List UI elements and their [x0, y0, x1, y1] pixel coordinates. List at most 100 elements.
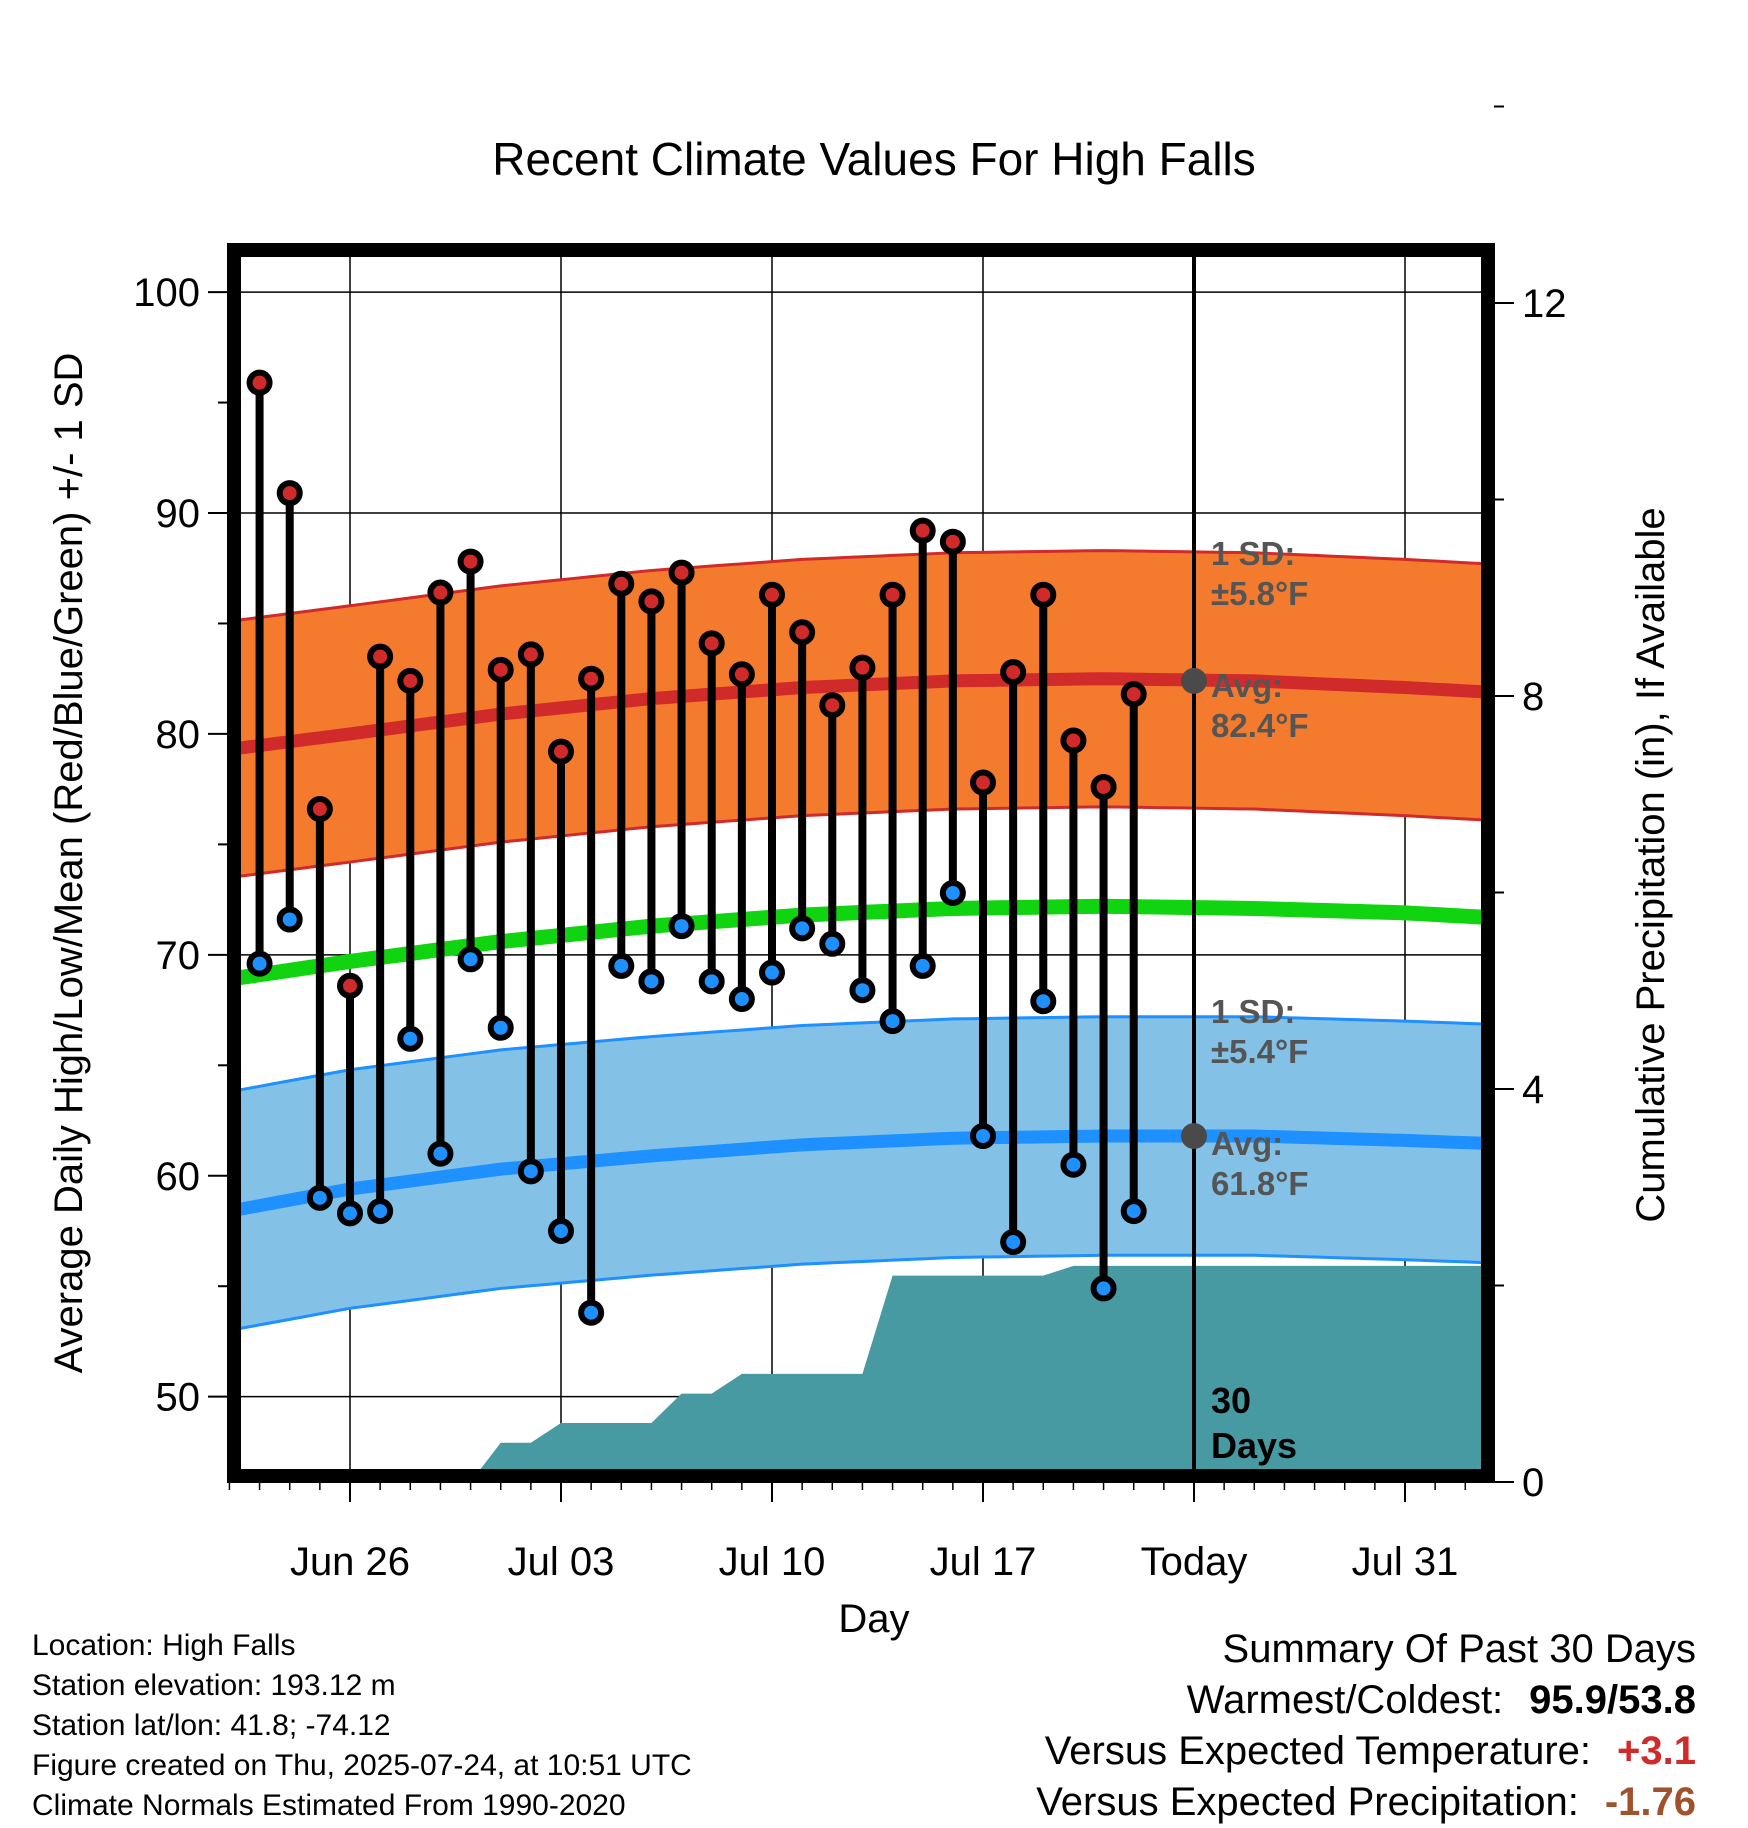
daily-high-point: [276, 480, 303, 507]
daily-high-point: [1120, 681, 1147, 708]
daily-high-point: [668, 559, 695, 586]
normals-text: Climate Normals Estimated From 1990-2020: [32, 1789, 626, 1822]
daily-low-point: [939, 879, 966, 906]
daily-low-point: [246, 950, 273, 977]
created-text: Figure created on Thu, 2025-07-24, at 10…: [32, 1749, 692, 1782]
high-sd-label-line: ±5.8°F: [1211, 575, 1308, 612]
ytick-left-label: 90: [156, 492, 201, 536]
high-avg-label-line: 82.4°F: [1211, 707, 1309, 744]
daily-low-point: [276, 906, 303, 933]
xtick-label: Today: [1141, 1540, 1248, 1584]
daily-low-point: [849, 977, 876, 1004]
xtick-label: Jun 26: [290, 1540, 410, 1584]
y-axis-label-left: Average Daily High/Low/Mean (Red/Blue/Gr…: [47, 353, 91, 1374]
xtick-label: Jul 03: [508, 1540, 615, 1584]
daily-high-point: [548, 738, 574, 765]
y-axis-label-right: Cumulative Precipitation (in), If Availa…: [1629, 507, 1673, 1222]
daily-low-point: [608, 952, 635, 979]
summary-precip-row: Versus Expected Precipitation: -1.76: [1036, 1777, 1696, 1828]
daily-low-point: [1060, 1151, 1087, 1178]
warmest-label: Warmest/Coldest:: [1186, 1678, 1504, 1722]
daily-high-point: [819, 692, 846, 719]
ytick-right-label: 0: [1522, 1461, 1544, 1505]
summary-panel: Summary Of Past 30 Days Warmest/Coldest:…: [1036, 1624, 1696, 1828]
daily-high-point: [367, 643, 394, 670]
high-sd-lower-line: [240, 805, 1482, 878]
ytick-left-label: 70: [156, 934, 201, 978]
daily-low-point: [698, 968, 725, 995]
axes: 50 60 70 80 90 100 0 4 8 12 Jun 26 Jul 03 Jul 10 Jul …: [47, 105, 1673, 1641]
daily-high-point: [457, 548, 484, 575]
low-avg-label: Avg: 61.8°F: [1211, 1125, 1309, 1202]
temp-diff-value: +3.1: [1617, 1729, 1696, 1773]
daily-high-point: [939, 528, 966, 555]
station-info: Location: High Falls Station elevation: …: [32, 1626, 692, 1826]
high-avg-label-line: Avg:: [1211, 667, 1283, 704]
daily-low-point: [578, 1299, 605, 1326]
low-sd-upper-line: [240, 1015, 1482, 1092]
plot-frame: [227, 243, 1495, 1483]
high-avg-label: Avg: 82.4°F: [1211, 667, 1309, 744]
low-avg-line: [240, 1129, 1482, 1216]
today-high-avg-marker: [1181, 667, 1207, 694]
low-sd-label-line: ±5.4°F: [1211, 1033, 1308, 1070]
daily-low-point: [819, 930, 846, 957]
low-sd-label-line: 1 SD:: [1211, 993, 1295, 1030]
ytick-left-label: 100: [133, 271, 200, 315]
high-sd-band: [240, 550, 1482, 877]
daily-low-point: [548, 1217, 574, 1244]
summary-temp-row: Versus Expected Temperature: +3.1: [1036, 1726, 1696, 1777]
daily-low-point: [1030, 988, 1057, 1015]
xtick-label: Jul 31: [1352, 1540, 1459, 1584]
summary-heading: Summary Of Past 30 Days: [1222, 1627, 1696, 1671]
daily-low-point: [789, 915, 816, 942]
low-sd-band: [240, 1016, 1482, 1329]
daily-high-point: [487, 656, 514, 683]
daily-high-point: [728, 661, 755, 688]
daily-high-point: [1090, 773, 1117, 800]
daily-high-point: [789, 619, 816, 646]
precip-diff-value: -1.76: [1604, 1780, 1696, 1824]
daily-high-point: [1000, 659, 1027, 686]
daily-high-point: [578, 665, 605, 692]
ytick-right-label: 12: [1522, 282, 1567, 326]
daily-low-point: [909, 952, 936, 979]
ytick-right-label: 4: [1522, 1068, 1544, 1112]
xtick-label: Jul 17: [930, 1540, 1037, 1584]
warmest-value: 95.9/53.8: [1529, 1678, 1696, 1722]
xtick-label: Jul 10: [719, 1540, 826, 1584]
daily-high-point: [337, 972, 363, 999]
ytick-left-label: 80: [156, 713, 201, 757]
daily-low-point: [397, 1025, 424, 1052]
daily-low-point: [306, 1184, 333, 1211]
daily-high-point: [608, 570, 635, 597]
daily-high-point: [246, 369, 273, 396]
daily-low-point: [759, 959, 785, 986]
low-avg-label-line: 61.8°F: [1211, 1165, 1309, 1202]
low-avg-label-line: Avg:: [1211, 1125, 1283, 1162]
daily-low-point: [427, 1140, 454, 1167]
ytick-left-label: 60: [156, 1155, 201, 1199]
high-sd-label: 1 SD: ±5.8°F: [1211, 535, 1308, 612]
daily-low-point: [1090, 1275, 1117, 1302]
summary-warmest-row: Warmest/Coldest: 95.9/53.8: [1036, 1675, 1696, 1726]
daily-high-point: [427, 579, 454, 606]
ytick-left-label: 50: [156, 1376, 201, 1420]
daily-low-point: [668, 913, 695, 940]
low-sd-lower-line: [240, 1253, 1482, 1330]
window-label: 30 Days: [1211, 1380, 1297, 1466]
daily-low-point: [487, 1014, 514, 1041]
daily-high-point: [638, 588, 665, 615]
daily-low-point: [517, 1158, 544, 1185]
x-axis-label: Day: [838, 1597, 909, 1641]
daily-high-point: [517, 641, 544, 668]
precip-diff-label: Versus Expected Precipitation:: [1036, 1780, 1579, 1824]
precip-area: [479, 1265, 1482, 1470]
mean-avg-line: [240, 898, 1482, 986]
daily-low-point: [970, 1122, 996, 1149]
daily-high-point: [1060, 727, 1087, 754]
daily-low-point: [638, 968, 665, 995]
daily-low-point: [367, 1198, 394, 1225]
